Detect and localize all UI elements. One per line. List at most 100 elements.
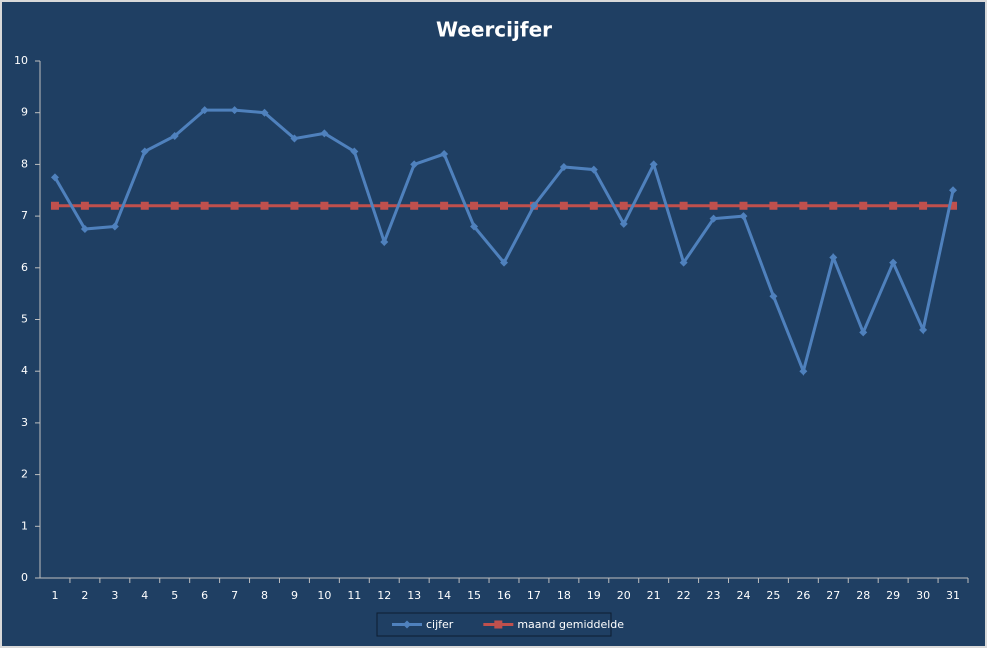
- x-tick-label: 23: [707, 589, 721, 602]
- x-tick-label: 1: [51, 589, 58, 602]
- point: [260, 108, 269, 117]
- point: [500, 258, 508, 267]
- point: [260, 201, 269, 210]
- point: [949, 186, 958, 195]
- point: [799, 201, 808, 210]
- y-tick-label: 9: [21, 106, 28, 119]
- point: [290, 201, 299, 210]
- x-tick-label: 25: [766, 589, 780, 602]
- point: [494, 620, 503, 629]
- point: [290, 134, 299, 143]
- x-tick-label: 18: [557, 589, 571, 602]
- series: [50, 106, 958, 376]
- point: [320, 129, 329, 138]
- point: [380, 201, 389, 210]
- x-tick-label: 3: [111, 589, 118, 602]
- legend-label: maand gemiddelde: [517, 618, 624, 631]
- point: [230, 106, 239, 115]
- point: [380, 237, 389, 246]
- point: [170, 131, 179, 140]
- point: [140, 201, 149, 210]
- point: [50, 201, 59, 210]
- point: [410, 201, 419, 210]
- x-tick-label: 22: [677, 589, 691, 602]
- x-tick-label: 21: [647, 589, 661, 602]
- chart-title: Weercijfer: [436, 18, 552, 42]
- x-tick-label: 10: [317, 589, 331, 602]
- point: [559, 201, 568, 210]
- x-tick-label: 16: [497, 589, 511, 602]
- point: [589, 165, 598, 174]
- x-tick-label: 2: [81, 589, 88, 602]
- point: [529, 201, 538, 210]
- point: [140, 147, 149, 156]
- point: [919, 201, 928, 210]
- point: [739, 201, 748, 210]
- x-tick-label: 8: [261, 589, 268, 602]
- point: [500, 201, 508, 210]
- y-tick-label: 7: [21, 209, 28, 222]
- point: [200, 106, 209, 115]
- point: [320, 201, 329, 210]
- point: [679, 258, 688, 267]
- point: [679, 201, 688, 210]
- y-tick-label: 5: [21, 313, 28, 326]
- point: [50, 173, 59, 182]
- x-tick-label: 27: [826, 589, 840, 602]
- point: [230, 201, 239, 210]
- point: [889, 201, 898, 210]
- x-tick-label: 19: [587, 589, 601, 602]
- point: [799, 367, 808, 376]
- x-tick-label: 29: [886, 589, 900, 602]
- x-tick-label: 31: [946, 589, 960, 602]
- point: [440, 201, 449, 210]
- point: [110, 222, 119, 231]
- point: [619, 201, 628, 210]
- point: [709, 214, 718, 223]
- x-tick-label: 14: [437, 589, 451, 602]
- x-tick-label: 15: [467, 589, 481, 602]
- point: [410, 160, 419, 169]
- point: [859, 201, 868, 210]
- point: [859, 328, 868, 337]
- point: [403, 620, 411, 629]
- y-tick-label: 1: [21, 519, 28, 532]
- x-tick-label: 7: [231, 589, 238, 602]
- x-tick-label: 13: [407, 589, 421, 602]
- point: [649, 201, 658, 210]
- x-tick-label: 28: [856, 589, 870, 602]
- point: [649, 160, 658, 169]
- y-tick-label: 0: [21, 571, 28, 584]
- point: [80, 225, 89, 234]
- point: [470, 222, 479, 231]
- x-tick-label: 12: [377, 589, 391, 602]
- point: [589, 201, 598, 210]
- legend: cijfer maand gemiddelde: [376, 612, 624, 637]
- point: [739, 212, 748, 221]
- point: [709, 201, 718, 210]
- point: [919, 325, 928, 334]
- point: [769, 292, 778, 301]
- x-tick-label: 5: [171, 589, 178, 602]
- x-tick-label: 4: [141, 589, 148, 602]
- y-tick-label: 4: [21, 364, 28, 377]
- point: [769, 201, 778, 210]
- x-tick-label: 20: [617, 589, 631, 602]
- point: [829, 253, 838, 262]
- point: [350, 201, 359, 210]
- y-tick-label: 2: [21, 468, 28, 481]
- point: [559, 162, 568, 171]
- x-tick-label: 30: [916, 589, 930, 602]
- x-tick-label: 9: [291, 589, 298, 602]
- y-tick-label: 10: [14, 54, 28, 67]
- point: [470, 201, 479, 210]
- y-tick-label: 6: [21, 261, 28, 274]
- x-tick-label: 6: [201, 589, 208, 602]
- x-tick-label: 11: [347, 589, 361, 602]
- y-tick-label: 8: [21, 157, 28, 170]
- legend-label: cijfer: [426, 618, 454, 631]
- x-tick-label: 24: [736, 589, 750, 602]
- point: [440, 150, 449, 159]
